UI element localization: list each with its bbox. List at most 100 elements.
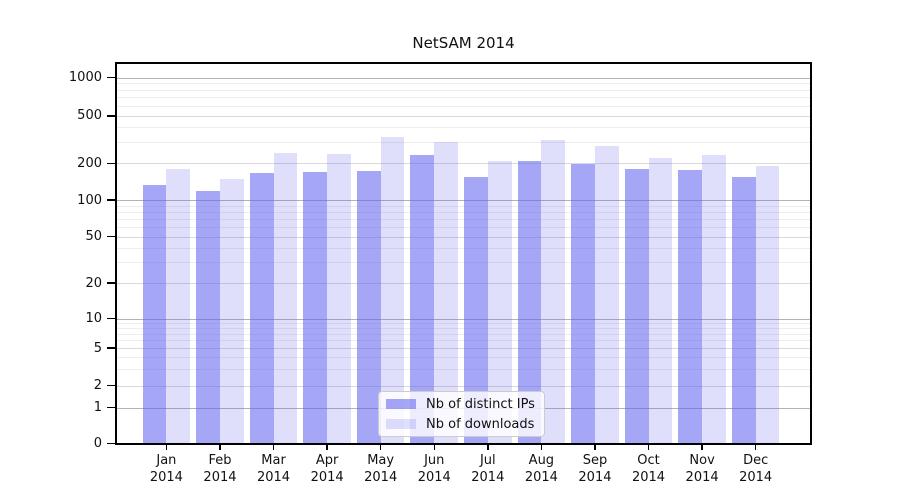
bar-downloads (166, 169, 191, 443)
y-tick-label: 200 (77, 155, 102, 171)
bar-distinct-ips (249, 172, 274, 443)
x-tick-mark (647, 445, 650, 450)
y-tick-label: 500 (77, 108, 102, 124)
x-tick-mark (433, 445, 435, 450)
y-tick-mark (107, 235, 115, 238)
bar-downloads (434, 142, 459, 443)
gridline-minor (117, 226, 810, 228)
x-tick-label: Jan 2014 (149, 453, 183, 485)
bar-distinct-ips (464, 176, 488, 443)
gridline-minor (117, 262, 810, 264)
x-tick-mark (594, 445, 596, 450)
bar-distinct-ips (731, 177, 756, 443)
gridline-minor (117, 83, 810, 85)
y-tick-label: 2 (93, 378, 102, 393)
gridline-minor (117, 142, 810, 144)
gridline-minor (117, 327, 810, 329)
gridline-minor (117, 211, 810, 213)
y-tick-label: 0 (93, 436, 102, 451)
y-tick-label: 50 (85, 229, 102, 244)
gridline-minor (117, 368, 810, 370)
y-tick-label: 10 (85, 311, 102, 326)
x-tick-label: Sep 2014 (578, 453, 612, 485)
bar-downloads (380, 137, 405, 443)
y-tick-label: 100 (77, 192, 102, 208)
gridline-minor (117, 247, 810, 249)
x-tick-mark (540, 445, 543, 450)
x-tick-label: Jun 2014 (417, 453, 451, 485)
y-tick-mark (107, 347, 115, 349)
y-tick-label: 1 (93, 400, 102, 415)
bar-distinct-ips (517, 160, 542, 443)
gridline-major (117, 77, 810, 79)
gridline-minor (117, 89, 810, 91)
x-tick-mark (326, 445, 328, 450)
y-tick-mark (107, 282, 115, 284)
x-tick-mark (219, 445, 221, 450)
gridline-minor (117, 333, 810, 335)
bar-distinct-ips (303, 171, 328, 443)
plot-area (115, 62, 812, 445)
gridline-major (117, 200, 810, 201)
legend-swatch-downloads (386, 419, 416, 429)
x-tick-label: Dec 2014 (739, 453, 773, 485)
gridline-major (117, 318, 810, 320)
gridline-mid (117, 348, 810, 349)
gridline-minor (117, 205, 810, 207)
x-tick-label: Mar 2014 (256, 453, 291, 485)
gridline-minor (117, 322, 810, 324)
gridline-minor (117, 340, 810, 342)
x-tick-mark (165, 445, 168, 450)
legend-label-distinct-ips: Nb of distinct IPs (426, 396, 535, 412)
bar-downloads (219, 179, 244, 443)
y-tick-mark (107, 384, 115, 387)
x-tick-mark (272, 445, 275, 450)
x-tick-label: May 2014 (364, 453, 398, 485)
bar-distinct-ips (410, 154, 435, 443)
gridline-minor (117, 127, 810, 129)
gridline-minor (117, 105, 810, 107)
x-tick-mark (379, 445, 382, 450)
bar-downloads (755, 165, 780, 443)
gridline-mid (117, 283, 810, 284)
bar-distinct-ips (196, 190, 220, 443)
legend: Nb of distinct IPs Nb of downloads (378, 391, 545, 437)
y-tick-mark (107, 317, 115, 320)
x-tick-label: Feb 2014 (203, 453, 237, 485)
y-tick-mark (107, 199, 115, 201)
y-tick-mark (107, 162, 115, 165)
gridline-minor (117, 218, 810, 220)
bar-distinct-ips (356, 170, 381, 443)
gridline-mid (117, 236, 810, 238)
x-tick-mark (487, 445, 489, 450)
gridline-mid (117, 115, 810, 117)
gridline-minor (117, 97, 810, 99)
x-tick-label: Oct 2014 (631, 453, 666, 485)
y-tick-mark (107, 115, 115, 117)
legend-item-downloads: Nb of downloads (386, 416, 544, 433)
x-tick-label: Aug 2014 (524, 453, 558, 485)
bar-downloads (541, 139, 566, 443)
x-tick-label: Apr 2014 (310, 453, 344, 485)
y-tick-label: 20 (85, 275, 102, 291)
gridline-mid (117, 163, 810, 165)
x-tick-mark (754, 445, 757, 450)
x-tick-mark (701, 445, 703, 450)
gridline-minor (117, 357, 810, 359)
bar-distinct-ips (142, 184, 167, 443)
x-tick-label: Jul 2014 (471, 453, 505, 485)
bar-distinct-ips (678, 170, 703, 443)
legend-item-distinct-ips: Nb of distinct IPs (386, 396, 544, 413)
gridline-mid (117, 385, 810, 387)
bar-downloads (702, 154, 726, 443)
bar-downloads (487, 161, 512, 443)
bar-distinct-ips (624, 169, 649, 443)
y-tick-mark (107, 442, 115, 445)
bar-downloads (273, 152, 298, 443)
legend-label-downloads: Nb of downloads (426, 416, 535, 432)
x-tick-label: Nov 2014 (685, 453, 719, 485)
y-tick-mark (107, 406, 115, 409)
bar-distinct-ips (571, 163, 595, 443)
bar-downloads (327, 154, 351, 443)
